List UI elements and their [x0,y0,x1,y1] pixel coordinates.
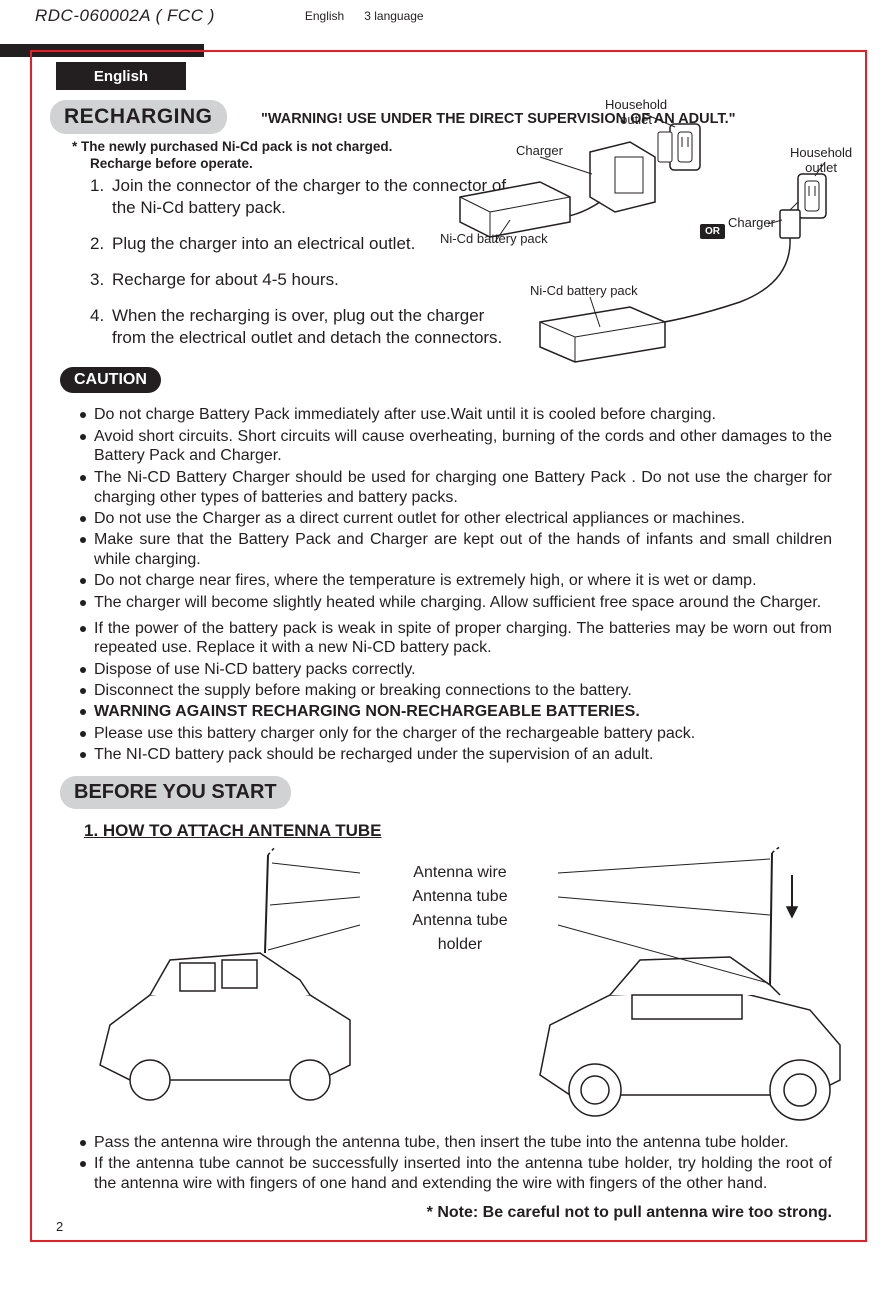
caution-item: Please use this battery charger only for… [80,724,832,744]
doc-code: RDC-060002A ( FCC ) [35,6,215,26]
language-tab: English [56,62,186,90]
step-2: Plug the charger into an electrical outl… [112,233,415,255]
label-household-outlet-2: Household outlet [790,146,852,176]
star-note-1: * The newly purchased Ni-Cd pack is not … [72,139,392,154]
caution-item: If the power of the battery pack is weak… [80,619,832,659]
step-num: 2. [90,233,112,255]
label-charger-2: Charger [728,216,775,231]
caution-item: Dispose of use Ni-CD battery packs corre… [80,660,832,680]
label-nicd-2: Ni-Cd battery pack [530,284,638,299]
step-num: 1. [90,175,112,219]
caution-item: Do not use the Charger as a direct curre… [80,509,832,529]
step-num: 4. [90,305,112,349]
caution-item: Do not charge Battery Pack immediately a… [80,405,832,425]
charger-diagram: Household outlet Charger Ni-Cd battery p… [420,102,840,382]
caution-item: Make sure that the Battery Pack and Char… [80,530,832,570]
star-note-2: Recharge before operate. [90,156,253,171]
top-header: RDC-060002A ( FCC ) English 3 language [0,0,895,32]
caution-item: Disconnect the supply before making or b… [80,681,832,701]
antenna-labels: Antenna wire Antenna tube Antenna tube h… [360,861,560,957]
or-badge: OR [700,224,725,239]
caution-item: The charger will become slightly heated … [80,593,832,613]
label-household-outlet-1: Household outlet [605,98,667,128]
caution-list: Do not charge Battery Pack immediately a… [80,405,832,765]
antenna-bullet-2: If the antenna tube cannot be successful… [80,1154,832,1194]
label-antenna-holder: Antenna tube holder [360,909,560,957]
step-3: Recharge for about 4-5 hours. [112,269,339,291]
antenna-diagram: Antenna wire Antenna tube Antenna tube h… [50,845,850,1125]
before-heading: BEFORE YOU START [60,776,291,809]
page-number: 2 [56,1219,63,1234]
caution-item: Avoid short circuits. Short circuits wil… [80,427,832,467]
caution-item: WARNING AGAINST RECHARGING NON-RECHARGEA… [80,702,832,722]
label-antenna-tube: Antenna tube [360,885,560,909]
caution-item: Do not charge near fires, where the temp… [80,571,832,591]
antenna-subhead: 1. HOW TO ATTACH ANTENNA TUBE [84,821,850,841]
antenna-note: * Note: Be careful not to pull antenna w… [50,1204,832,1222]
label-charger-1: Charger [516,144,563,159]
caution-item: The Ni-CD Battery Charger should be used… [80,468,832,508]
label-antenna-wire: Antenna wire [360,861,560,885]
antenna-bullets: Pass the antenna wire through the antenn… [80,1133,832,1194]
antenna-bullet-1: Pass the antenna wire through the antenn… [80,1133,832,1153]
caution-item: The NI-CD battery pack should be recharg… [80,745,832,765]
label-nicd-1: Ni-Cd battery pack [440,232,548,247]
caution-heading: CAUTION [60,367,161,393]
recharging-heading: RECHARGING [50,100,227,134]
header-lang-1: English [305,9,344,23]
header-lang-2: 3 language [364,9,423,23]
step-num: 3. [90,269,112,291]
page-content: RECHARGING "WARNING! USE UNDER THE DIREC… [50,100,850,1222]
